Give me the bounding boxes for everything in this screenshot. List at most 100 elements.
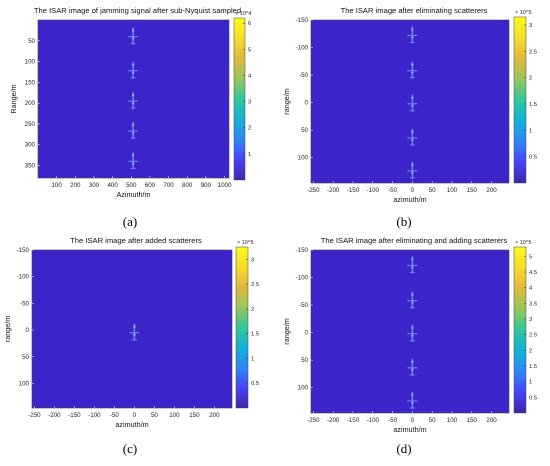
y-tick-label: -100: [296, 45, 309, 52]
caption-a: (a): [122, 214, 138, 229]
colorbar-tick-label: 3.5: [529, 301, 537, 307]
x-tick-label: 150: [189, 412, 200, 419]
colorbar-tick-label: 1: [251, 356, 254, 362]
heatmap-field: [311, 20, 509, 183]
isar-panel-d: The ISAR image after eliminating and add…: [282, 236, 537, 434]
colorbar-tick-label: 2: [248, 126, 251, 132]
y-tick-label: 200: [25, 100, 36, 107]
x-tick-label: 0: [411, 187, 415, 194]
colorbar-tick-label: 3: [251, 257, 254, 263]
colorbar-multiplier: × 10^5: [515, 10, 532, 16]
colorbar-tick-label: 1.5: [529, 102, 537, 108]
x-tick-label: 200: [486, 187, 497, 194]
x-tick-label: -100: [367, 187, 380, 194]
x-tick-label: 50: [429, 187, 436, 194]
scatterer-mark: [407, 26, 418, 44]
y-tick-label: 100: [298, 155, 309, 162]
colorbar-tick-label: 0.5: [251, 381, 259, 387]
scatterer-mark: [407, 291, 418, 309]
colorbar-tick-label: 1: [529, 128, 532, 134]
colorbar-tick-label: 3: [529, 317, 532, 323]
plot-frame: [37, 19, 230, 179]
scatterer-mark: [407, 161, 418, 179]
x-tick-label: 50: [429, 417, 436, 424]
x-tick-label: 200: [70, 182, 81, 189]
x-axis-label: azimuth/m: [393, 195, 426, 204]
colorbar-tick-label: 2: [529, 348, 532, 354]
colorbar-multiplier: × 10^4: [235, 11, 252, 17]
caption-d: (d): [396, 441, 412, 456]
x-axis-label: Azimuth/m: [117, 190, 151, 199]
scatterer-mark: [128, 122, 139, 140]
scatterers: [128, 27, 139, 170]
y-tick-label: 150: [25, 79, 36, 86]
isar-panel-b: The ISAR image after eliminating scatter…: [282, 6, 537, 204]
y-tick-label: 0: [305, 330, 309, 337]
chart-title: The ISAR image after added scatterers: [70, 236, 202, 245]
colorbar-tick-label: 3: [529, 23, 532, 29]
scatterer-mark: [407, 128, 418, 146]
colorbar-tick-label: 2.5: [529, 333, 537, 339]
scatterer-mark: [128, 61, 139, 79]
x-tick-label: 800: [182, 182, 193, 189]
y-axis-label: Range/m: [9, 84, 18, 113]
y-tick-label: -150: [296, 247, 309, 254]
colorbar-tick-label: 0.5: [529, 155, 537, 161]
plot-frame: [310, 249, 510, 414]
y-tick-label: 100: [298, 385, 309, 392]
x-tick-label: 150: [467, 187, 478, 194]
y-tick-label: 50: [28, 38, 35, 45]
colorbar-tick-label: 1: [529, 380, 532, 386]
y-tick-label: 50: [301, 357, 308, 364]
colorbar: [513, 16, 527, 184]
colorbar-tick-label: 2.5: [529, 49, 537, 55]
y-tick-label: 50: [301, 127, 308, 134]
chart-title: The ISAR image of jamming signal after s…: [34, 6, 241, 15]
colorbar-tick-label: 0.5: [529, 395, 537, 401]
x-axis-label: azimuth/m: [393, 425, 426, 434]
colorbar-tick-label: 1.5: [529, 364, 537, 370]
scatterer-mark: [407, 256, 418, 274]
y-tick-label: 100: [19, 380, 30, 387]
x-tick-label: -100: [367, 417, 380, 424]
x-tick-label: 0: [411, 417, 415, 424]
scatterer-mark: [407, 61, 418, 79]
x-tick-label: -150: [347, 187, 360, 194]
plot-frame: [310, 19, 510, 184]
colorbar-tick-label: 5: [529, 254, 532, 260]
y-tick-label: -50: [299, 72, 309, 79]
colorbar-multiplier: × 10^5: [237, 240, 254, 246]
scatterer-mark: [407, 391, 418, 409]
y-tick-label: -50: [299, 302, 309, 309]
y-tick-label: -150: [296, 17, 309, 24]
colorbar-tick-label: 2: [529, 76, 532, 82]
isar-panel-c: The ISAR image after added scatterers -25…: [3, 236, 259, 429]
x-tick-label: 600: [145, 182, 156, 189]
x-tick-label: 100: [447, 417, 458, 424]
colorbar-tick-label: 5: [248, 47, 251, 53]
caption-b: (b): [396, 214, 412, 229]
scatterers: [407, 256, 418, 409]
scatterer-mark: [129, 323, 140, 341]
y-tick-label: 0: [26, 327, 30, 334]
colorbar-tick-label: 4.5: [529, 270, 537, 276]
scatterer-mark: [407, 324, 418, 342]
x-tick-label: -50: [388, 187, 398, 194]
colorbar-tick-label: 6: [248, 21, 251, 27]
x-tick-label: 1000: [218, 182, 232, 189]
scatterer-mark: [128, 92, 139, 110]
heatmap-field: [32, 250, 232, 408]
y-tick-label: -100: [296, 275, 309, 282]
y-tick-label: 250: [25, 121, 36, 128]
x-tick-label: -50: [388, 417, 398, 424]
colorbar-tick-label: 2.5: [251, 282, 259, 288]
scatterer-mark: [128, 27, 139, 45]
y-axis-label: range/m: [282, 88, 291, 114]
scatterers: [129, 323, 140, 341]
x-tick-label: 100: [447, 187, 458, 194]
y-tick-label: -150: [17, 247, 30, 254]
scatterer-mark: [407, 94, 418, 112]
y-tick-label: 0: [305, 100, 309, 107]
x-tick-label: -150: [68, 412, 81, 419]
colorbar-tick-label: 1.5: [251, 332, 259, 338]
